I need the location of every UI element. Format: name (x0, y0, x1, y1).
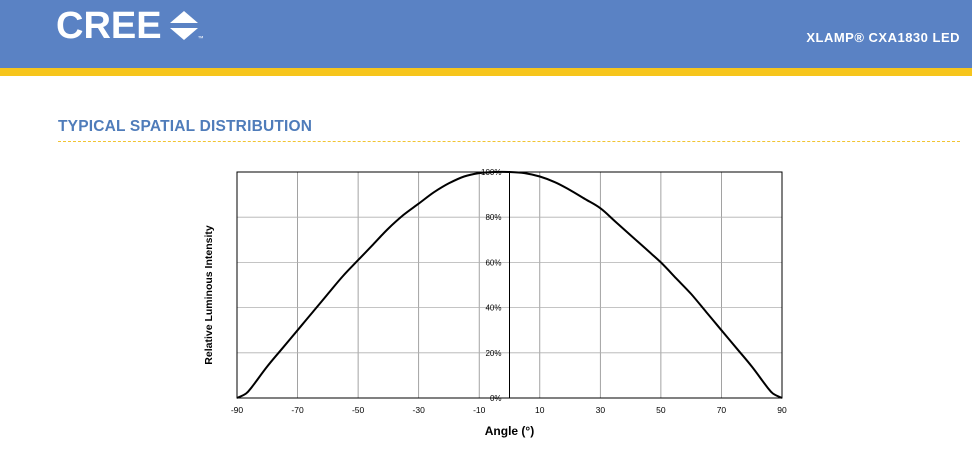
x-tick-label: -90 (231, 405, 244, 415)
x-tick-label: 30 (596, 405, 606, 415)
x-tick-label: 70 (717, 405, 727, 415)
cree-logo: CREE ™ (56, 4, 204, 48)
x-tick-label: -10 (473, 405, 486, 415)
header-stripe (0, 68, 972, 76)
series-line (236, 170, 783, 399)
product-name: XLAMP® CXA1830 LED (806, 30, 960, 45)
y-tick-label: 0% (490, 394, 502, 403)
section-divider (58, 141, 960, 142)
spatial-distribution-chart: -90 -70 -50 -30 -10 10 30 50 70 90 0% 20% 40% 60% 80%… (203, 168, 787, 438)
x-tick-label: 10 (535, 405, 545, 415)
brand-name: CREE (56, 5, 162, 47)
x-tick-label: -30 (413, 405, 426, 415)
y-tick-label: 80% (485, 213, 501, 222)
x-tick-label: 50 (656, 405, 666, 415)
x-axis-label: Angle (°) (485, 424, 534, 438)
x-tick-label: -70 (291, 405, 304, 415)
x-tick-label: 90 (777, 405, 787, 415)
y-tick-label: 60% (485, 258, 501, 267)
y-tick-label: 40% (485, 304, 501, 313)
x-tick-label: -50 (352, 405, 365, 415)
y-tick-label: 20% (485, 349, 501, 358)
x-axis-ticks: -90 -70 -50 -30 -10 10 30 50 70 90 (231, 405, 787, 415)
cree-arrows-icon: ™ (168, 8, 204, 44)
chart-grid (236, 171, 783, 399)
header-bar (0, 0, 972, 68)
section-title: TYPICAL SPATIAL DISTRIBUTION (58, 118, 313, 135)
trademark: ™ (197, 36, 204, 42)
y-axis-ticks: 0%20%40%60%80%100% (481, 168, 501, 403)
y-axis-label: Relative Luminous Intensity (203, 225, 215, 365)
